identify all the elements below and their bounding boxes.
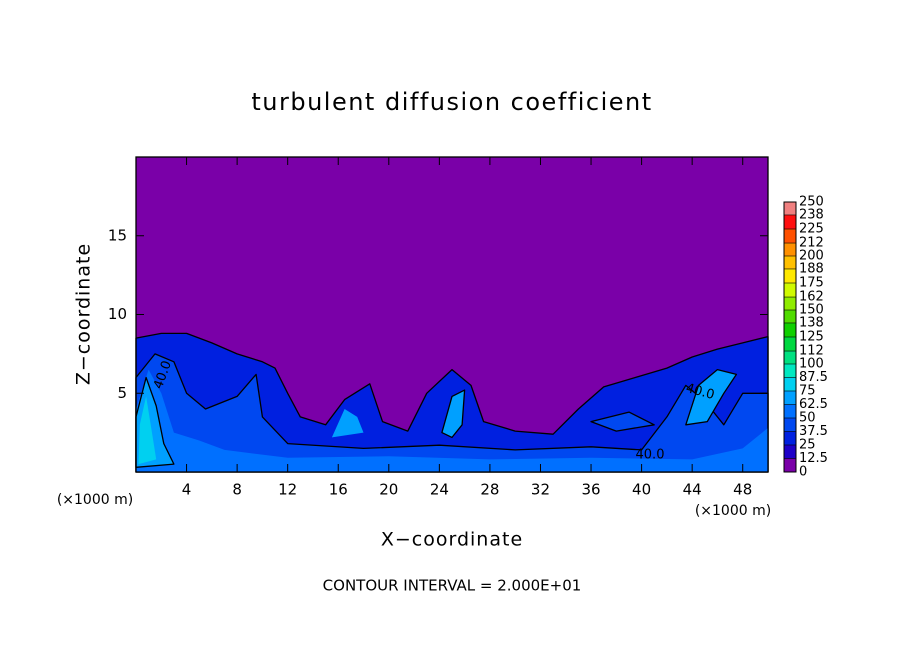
colorbar-swatch (784, 229, 796, 244)
contour-label: 40.0 (636, 448, 665, 463)
colorbar-label: 225 (799, 222, 824, 237)
colorbar-label: 200 (799, 249, 824, 264)
colorbar-label: 37.5 (799, 424, 828, 439)
x-tick-label: 44 (683, 481, 702, 499)
colorbar-label: 12.5 (799, 451, 828, 466)
contour-region (136, 369, 768, 472)
colorbar-swatch (784, 214, 796, 229)
colorbar-label: 50 (799, 411, 816, 426)
y-tick-label: 15 (108, 226, 127, 244)
contour-label: 40.0 (684, 381, 716, 403)
x-tick-label: 28 (480, 481, 499, 499)
colorbar-label: 212 (799, 236, 824, 251)
y-axis-label: Z−coordinate (73, 243, 95, 385)
colorbar-swatch (784, 202, 796, 215)
colorbar-label: 250 (799, 195, 824, 210)
colorbar-swatch (784, 364, 796, 378)
colorbar-swatch (784, 310, 796, 323)
x-tick-label: 16 (329, 481, 348, 499)
x-tick-label: 32 (531, 481, 550, 499)
contour-region (138, 396, 157, 465)
colorbar-label: 138 (799, 315, 824, 330)
contour-region (685, 368, 738, 426)
colorbar-swatch (784, 322, 796, 337)
x-tick-label: 36 (581, 481, 600, 499)
colorbar-swatch (784, 268, 796, 283)
annotation: CONTOUR INTERVAL = 2.000E+01 (323, 577, 582, 595)
contour-region (441, 389, 466, 439)
colorbar-swatch (784, 377, 796, 391)
y-unit-label: (×1000 m) (57, 492, 133, 508)
colorbar-label: 100 (799, 357, 824, 372)
colorbar-swatch (784, 458, 796, 472)
x-tick-label: 20 (379, 481, 398, 499)
contour-region (331, 409, 364, 438)
contour-region (590, 411, 655, 432)
y-tick-label: 10 (108, 305, 127, 323)
colorbar-swatch (784, 243, 796, 256)
colorbar-label: 0 (799, 465, 807, 480)
colorbar-swatch (784, 404, 796, 418)
colorbar-swatch (784, 418, 796, 432)
colorbar-swatch (784, 283, 796, 298)
colorbar-label: 175 (799, 276, 824, 291)
chart-title: turbulent diffusion coefficient (251, 88, 652, 116)
colorbar-label: 112 (799, 344, 824, 359)
colorbar-label: 75 (799, 384, 816, 399)
colorbar-swatch (784, 351, 796, 364)
colorbar-swatch (784, 445, 796, 459)
x-tick-label: 8 (232, 481, 242, 499)
x-tick-label: 48 (733, 481, 752, 499)
x-tick-label: 4 (182, 481, 192, 499)
colorbar-swatch (784, 337, 796, 352)
x-axis-label: X−coordinate (381, 529, 523, 551)
colorbar-label: 238 (799, 207, 824, 222)
colorbar-label: 87.5 (799, 370, 828, 385)
y-tick-label: 5 (117, 384, 127, 402)
x-tick-label: 12 (278, 481, 297, 499)
x-tick-label: 24 (430, 481, 449, 499)
colorbar-swatch (784, 297, 796, 310)
x-tick-label: 40 (632, 481, 651, 499)
x-unit-label: (×1000 m) (695, 503, 771, 519)
colorbar-swatch (784, 431, 796, 445)
colorbar-label: 188 (799, 261, 824, 276)
colorbar-label: 150 (799, 303, 824, 318)
colorbar-label: 125 (799, 330, 824, 345)
colorbar-label: 62.5 (799, 397, 828, 412)
contour-field (135, 157, 769, 473)
colorbar-label: 162 (799, 290, 824, 305)
colorbar-label: 25 (799, 438, 816, 453)
colorbar-swatch (784, 391, 796, 405)
colorbar-swatch (784, 256, 796, 269)
